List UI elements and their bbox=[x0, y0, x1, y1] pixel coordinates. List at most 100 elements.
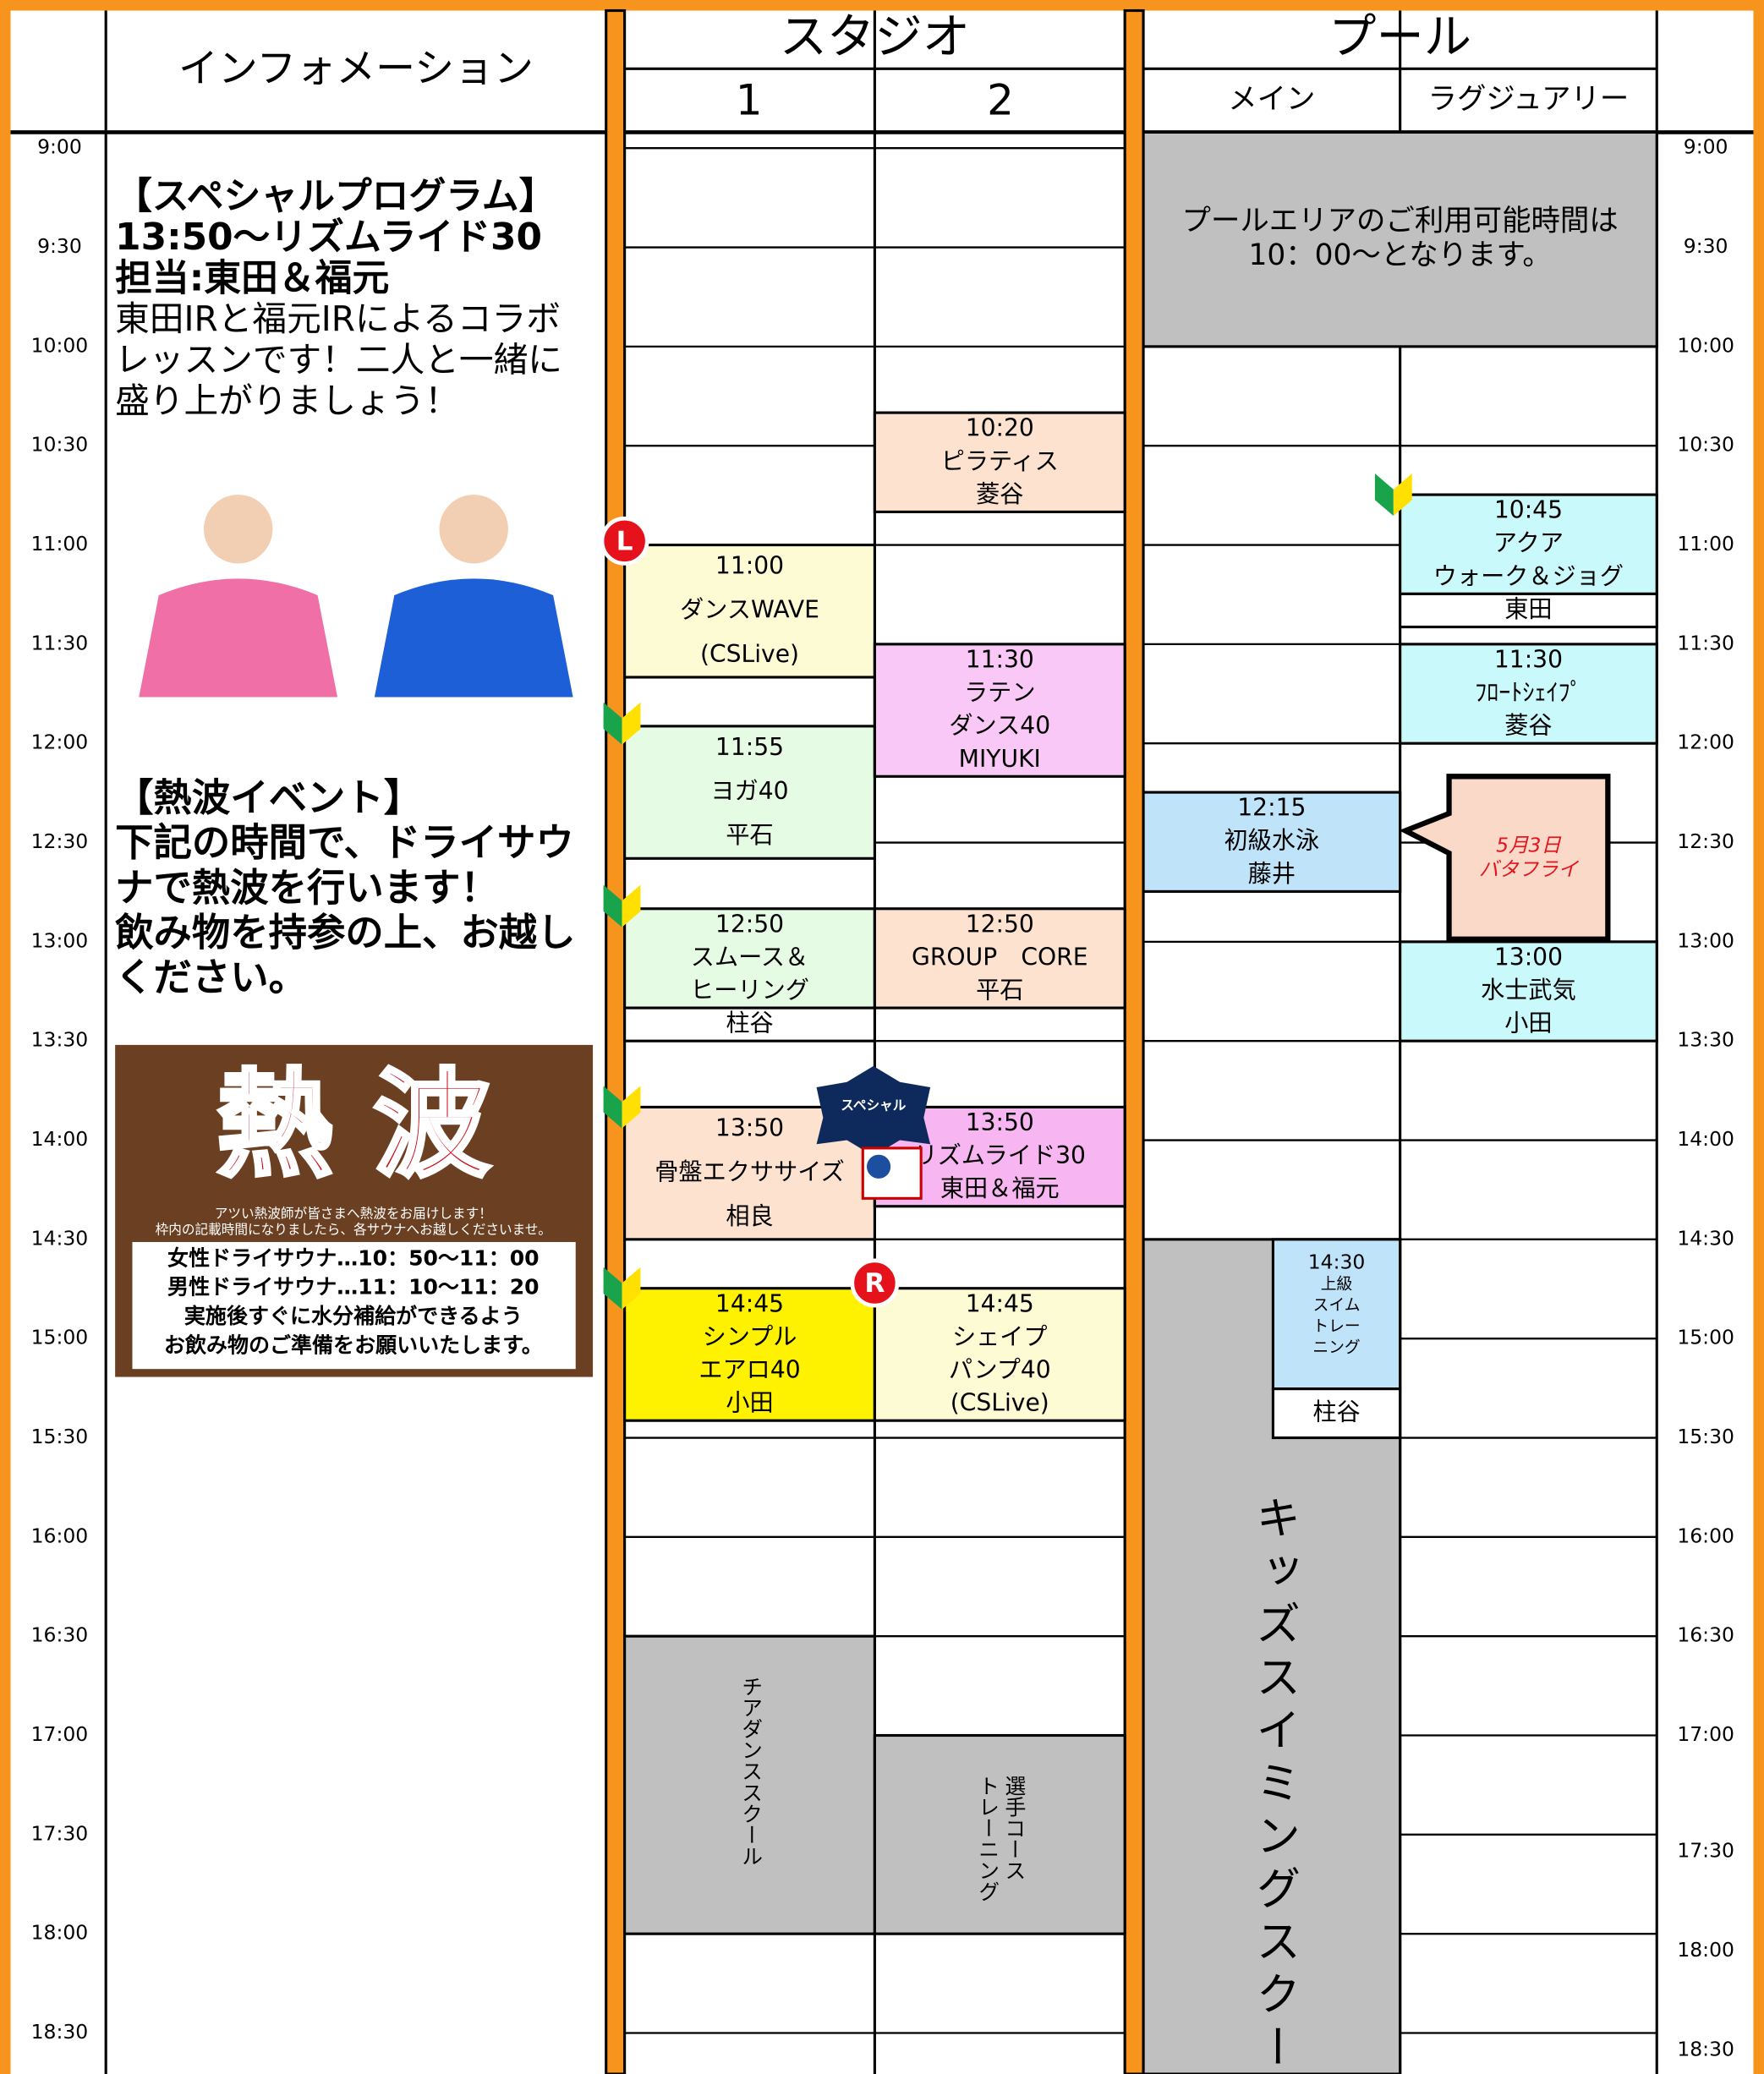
event-text: パンプ40 bbox=[949, 1356, 1051, 1384]
event-text: ヨガ40 bbox=[710, 777, 788, 805]
time-label: 9:30 bbox=[1684, 234, 1728, 258]
event bbox=[1271, 1387, 1402, 1440]
special-text: スペシャル bbox=[841, 1097, 906, 1113]
event-text: 12:50 bbox=[966, 910, 1034, 938]
event-text: 藤井 bbox=[1248, 860, 1296, 888]
time-label: 9:00 bbox=[1684, 135, 1728, 159]
time-label: 16:00 bbox=[1677, 1524, 1734, 1547]
event-text: GROUP CORE bbox=[912, 943, 1088, 971]
header-info: インフォメーション bbox=[178, 46, 534, 92]
event bbox=[623, 1634, 876, 1935]
event-text: 13:50 bbox=[715, 1114, 784, 1141]
marker-badge bbox=[850, 1258, 900, 1308]
beginner-mark bbox=[622, 1086, 641, 1129]
event-text: MIYUKI bbox=[959, 745, 1041, 773]
event bbox=[623, 1287, 876, 1422]
photo-head bbox=[203, 495, 273, 564]
event-text: ヒーリング bbox=[690, 977, 809, 1004]
time-label: 13:00 bbox=[31, 928, 89, 952]
logo bbox=[867, 1154, 891, 1179]
time-label: 17:30 bbox=[31, 1821, 89, 1845]
event-text: ピラティス bbox=[941, 447, 1059, 475]
info-text: ナで熱波を行います！ bbox=[115, 865, 499, 910]
event-text: ダンス40 bbox=[949, 712, 1050, 740]
event-text: 12:15 bbox=[1237, 794, 1306, 822]
time-label: 18:30 bbox=[1677, 2037, 1734, 2060]
event-text: (CSLive) bbox=[950, 1389, 1049, 1417]
marker-text: R bbox=[864, 1268, 885, 1299]
event-text: 柱谷 bbox=[726, 1010, 773, 1037]
poster-note: 枠内の記載時間になりましたら、各サウナへお越しくださいませ。 bbox=[156, 1221, 551, 1237]
event-text: トレー bbox=[1312, 1318, 1360, 1336]
event-text: 菱谷 bbox=[1504, 712, 1552, 740]
beginner-mark bbox=[622, 702, 641, 745]
marker-badge bbox=[600, 516, 649, 566]
event bbox=[873, 907, 1126, 1010]
time-label: 17:30 bbox=[1677, 1839, 1734, 1863]
info-text: 盛り上がりましょう！ bbox=[115, 380, 459, 421]
divider bbox=[605, 8, 627, 2074]
event-text: ダンスWAVE bbox=[680, 596, 819, 624]
beginner-mark bbox=[603, 1086, 622, 1129]
info-text: 担当:東田＆福元 bbox=[115, 257, 389, 300]
event bbox=[1399, 940, 1658, 1042]
event-text: (CSLive) bbox=[700, 640, 799, 668]
event-text: 11:00 bbox=[715, 552, 784, 580]
time-label: 16:30 bbox=[31, 1623, 89, 1647]
beginner-mark bbox=[622, 1267, 641, 1310]
time-label: 18:00 bbox=[1677, 1938, 1734, 1962]
poster-text: 実施後すぐに水分補給ができるよう bbox=[184, 1304, 523, 1328]
photo-body bbox=[374, 578, 573, 698]
beginner-mark bbox=[603, 1267, 622, 1310]
time-label: 9:30 bbox=[37, 234, 82, 258]
event-text: ラテン bbox=[964, 679, 1035, 707]
time-label: 18:00 bbox=[31, 1921, 89, 1945]
event-text: 初級水泳 bbox=[1224, 827, 1320, 855]
poster-title: 熱 波 bbox=[216, 1057, 490, 1193]
info-text: 飲み物を持参の上、お越し bbox=[115, 911, 575, 955]
time-label: 15:30 bbox=[1677, 1425, 1734, 1448]
time-label: 13:30 bbox=[1677, 1028, 1734, 1052]
event-text: 柱谷 bbox=[1312, 1398, 1360, 1426]
event-text: エアロ40 bbox=[698, 1356, 800, 1384]
poster-box bbox=[132, 1241, 576, 1370]
callout-text: 5月3日 bbox=[1496, 834, 1562, 857]
beginner-mark bbox=[603, 702, 622, 745]
event-text: 12:50 bbox=[715, 910, 784, 938]
poster-text: お飲み物のご準備をお願いいたします。 bbox=[164, 1333, 543, 1358]
event bbox=[873, 1287, 1126, 1422]
photo-head bbox=[439, 495, 508, 564]
event-text: ﾌﾛｰﾄｼｪｲﾌﾟ bbox=[1475, 679, 1582, 707]
event-text: 14:30 bbox=[1308, 1250, 1366, 1274]
event-text: 選手コース bbox=[1002, 1775, 1027, 1880]
event bbox=[1142, 130, 1658, 348]
header-studio: スタジオ bbox=[780, 10, 970, 65]
info-text: レッスンです！二人と一緒に bbox=[115, 340, 562, 380]
event-text: 11:30 bbox=[966, 645, 1034, 673]
header-pool: プール bbox=[1328, 10, 1471, 65]
event-text: プールエリアのご利用可能時間は bbox=[1182, 204, 1619, 238]
time-label: 10:00 bbox=[31, 333, 89, 357]
info-text: 下記の時間で、ドライサウ bbox=[115, 820, 574, 865]
event bbox=[873, 643, 1126, 778]
event-text: 10:20 bbox=[966, 414, 1034, 442]
event-text: 小田 bbox=[726, 1389, 773, 1417]
time-label: 13:00 bbox=[1677, 928, 1734, 952]
info-text: 【スペシャルプログラム】 bbox=[115, 175, 556, 218]
poster-text: 女性ドライサウナ…10：50～11：00 bbox=[167, 1245, 540, 1270]
event-text: ウォーク＆ジョグ bbox=[1433, 562, 1624, 590]
time-label: 14:30 bbox=[1677, 1226, 1734, 1250]
time-label: 11:30 bbox=[1677, 631, 1734, 654]
event-text: 上級 bbox=[1321, 1275, 1353, 1294]
event bbox=[623, 907, 876, 1010]
event-text: チアダンススクール bbox=[739, 1676, 764, 1866]
time-label: 12:30 bbox=[31, 829, 89, 853]
callout bbox=[1399, 774, 1611, 942]
time-label: 11:00 bbox=[31, 532, 89, 555]
event-text: シンプル bbox=[703, 1322, 797, 1350]
event-text: キッズスイミングスクール bbox=[1248, 1495, 1301, 2074]
event-text: 10：00～となります。 bbox=[1248, 238, 1551, 272]
event bbox=[873, 1733, 1126, 1935]
event-text: 11:30 bbox=[1494, 645, 1563, 673]
